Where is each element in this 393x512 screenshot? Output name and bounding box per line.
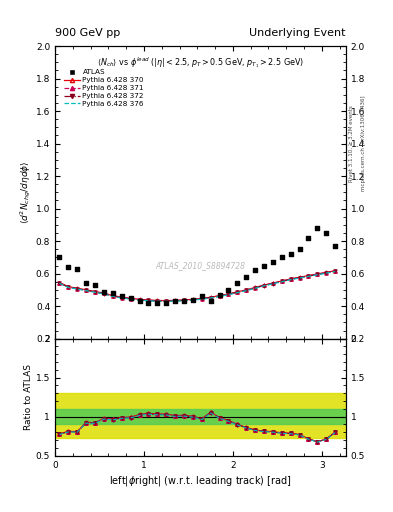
Point [163,299,169,307]
Point [270,258,276,266]
Point [110,289,116,297]
Point [154,299,160,307]
Text: mcplots.cern.ch [arXiv:1306.3436]: mcplots.cern.ch [arXiv:1306.3436] [361,96,366,191]
Text: ATLAS_2010_S8894728: ATLAS_2010_S8894728 [155,261,246,270]
Point [127,294,134,302]
Point [332,242,338,250]
Point [288,250,294,258]
Point [234,279,241,287]
Point [101,287,107,295]
Point [208,297,214,305]
Text: $\langle N_{ch}\rangle$ vs $\phi^{lead}$ ($|\eta| < 2.5, p_T > 0.5$ GeV, $p_{T_1: $\langle N_{ch}\rangle$ vs $\phi^{lead}$… [97,55,304,70]
X-axis label: left|$\phi$right| (w.r.t. leading track) [rad]: left|$\phi$right| (w.r.t. leading track)… [109,474,292,488]
Point [323,229,329,237]
Text: Underlying Event: Underlying Event [249,28,346,38]
Text: Rivet 3.1.10, ≥ 3.2M events: Rivet 3.1.10, ≥ 3.2M events [349,105,354,182]
Legend: ATLAS, Pythia 6.428 370, Pythia 6.428 371, Pythia 6.428 372, Pythia 6.428 376: ATLAS, Pythia 6.428 370, Pythia 6.428 37… [62,67,146,109]
Point [243,273,250,281]
Point [217,291,223,299]
Point [145,299,152,307]
Point [296,245,303,253]
Point [279,253,285,262]
Y-axis label: $\langle d^2 N_{chg}/d\eta d\phi\rangle$: $\langle d^2 N_{chg}/d\eta d\phi\rangle$ [18,161,33,224]
Point [92,281,98,289]
Point [136,297,143,305]
Point [56,253,62,262]
Point [225,286,231,294]
Text: 900 GeV pp: 900 GeV pp [55,28,120,38]
Point [198,292,205,301]
Point [74,265,81,273]
Point [261,262,267,270]
Point [65,263,72,271]
Point [181,297,187,305]
Bar [55,393,346,438]
Bar [55,409,346,424]
Point [305,234,312,242]
Point [314,224,321,232]
Y-axis label: Ratio to ATLAS: Ratio to ATLAS [24,364,33,430]
Point [252,266,258,274]
Point [190,295,196,304]
Point [83,279,89,287]
Point [172,297,178,305]
Point [119,292,125,301]
